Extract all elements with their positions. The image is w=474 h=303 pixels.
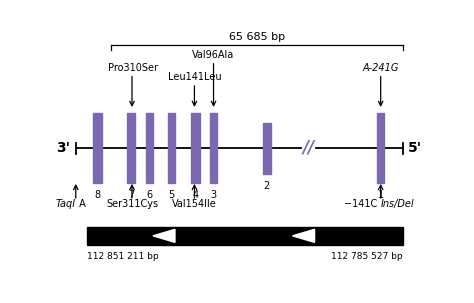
Text: −141C: −141C — [344, 198, 381, 208]
Bar — [93, 113, 102, 183]
Text: 5': 5' — [408, 141, 422, 155]
Text: 4: 4 — [192, 190, 198, 200]
Text: Pro310Ser: Pro310Ser — [108, 62, 158, 72]
Bar — [146, 113, 153, 183]
Text: 8: 8 — [95, 190, 101, 200]
Text: Ser311Cys: Ser311Cys — [106, 198, 158, 208]
Text: 112 785 527 bp: 112 785 527 bp — [331, 252, 403, 261]
Text: 6: 6 — [146, 190, 152, 200]
Bar — [168, 113, 175, 183]
Text: Leu141Leu: Leu141Leu — [168, 72, 221, 82]
Text: A: A — [76, 198, 85, 208]
Bar — [87, 227, 403, 245]
Text: TaqI: TaqI — [55, 198, 76, 208]
Text: A-241G: A-241G — [363, 62, 399, 72]
Text: 1: 1 — [378, 190, 384, 200]
Bar — [263, 123, 271, 174]
Text: //: // — [302, 138, 315, 156]
Polygon shape — [292, 229, 315, 242]
Text: 65 685 bp: 65 685 bp — [228, 32, 285, 42]
Text: 7: 7 — [128, 190, 134, 200]
Text: 3': 3' — [56, 141, 70, 155]
Bar — [377, 113, 384, 183]
Text: Val154Ile: Val154Ile — [172, 198, 217, 208]
Bar — [127, 113, 135, 183]
Text: Val96Ala: Val96Ala — [192, 50, 235, 60]
Text: 2: 2 — [264, 181, 270, 191]
Text: Ins/Del: Ins/Del — [381, 198, 414, 208]
Text: 3: 3 — [210, 190, 217, 200]
Text: 5: 5 — [168, 190, 174, 200]
Text: 112 851 211 bp: 112 851 211 bp — [87, 252, 158, 261]
Polygon shape — [153, 229, 175, 242]
Bar — [191, 113, 200, 183]
Bar — [210, 113, 217, 183]
